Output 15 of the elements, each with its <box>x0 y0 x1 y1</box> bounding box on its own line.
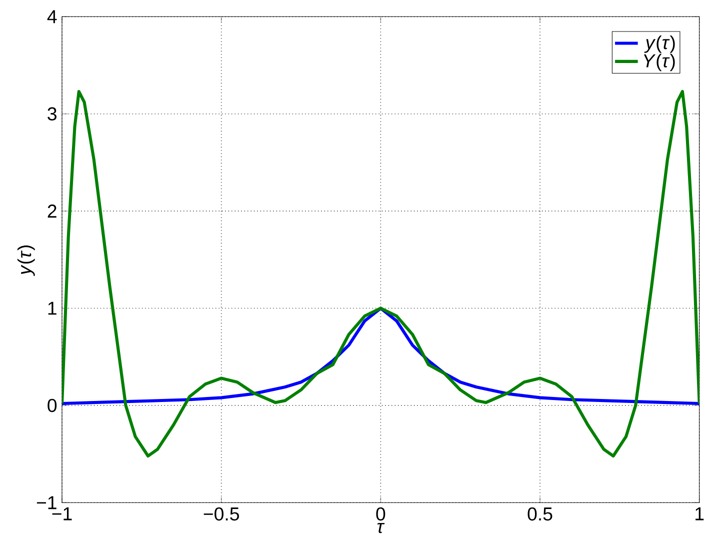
y-tick-label: 1 <box>48 302 56 315</box>
y-tick-label: 4 <box>47 10 57 24</box>
legend-label: Y(τ) <box>644 54 675 72</box>
legend-label: y(τ) <box>644 36 675 53</box>
y-axis-title: y(τ) <box>17 245 35 276</box>
x-tick-label: −0.5 <box>204 507 239 521</box>
x-axis-title: τ <box>377 523 385 534</box>
y-tick-label: 2 <box>48 204 56 218</box>
x-tick-label: 0.5 <box>528 507 552 521</box>
x-tick-label: 1 <box>696 507 704 520</box>
y-tick-label: 3 <box>48 107 56 120</box>
y-tick-label: 0 <box>48 398 57 412</box>
y-tick-label: −1 <box>36 496 56 510</box>
line-series <box>62 90 700 458</box>
x-tick-label: 0 <box>376 507 386 521</box>
